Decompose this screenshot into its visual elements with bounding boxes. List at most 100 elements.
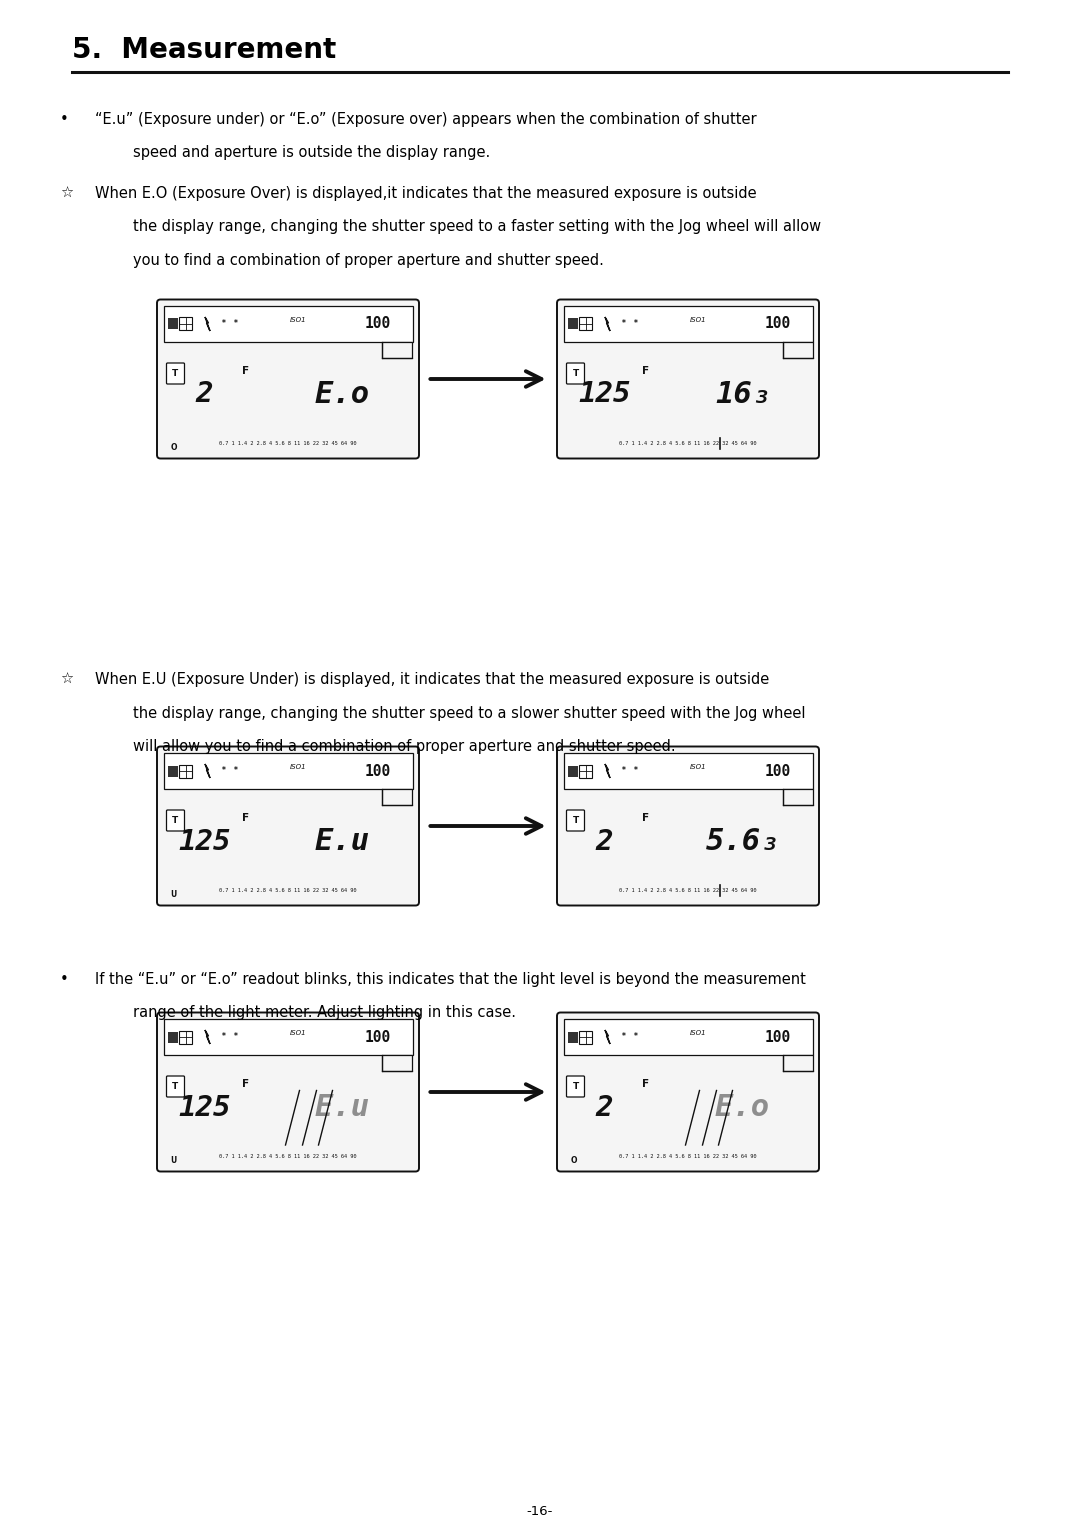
- Text: the display range, changing the shutter speed to a slower shutter speed with the: the display range, changing the shutter …: [133, 706, 806, 721]
- FancyBboxPatch shape: [567, 364, 584, 384]
- Bar: [382, 342, 413, 357]
- Text: ISO1: ISO1: [291, 318, 307, 324]
- Text: 2: 2: [596, 1094, 613, 1121]
- Text: When E.O (Exposure Over) is displayed,it indicates that the measured exposure is: When E.O (Exposure Over) is displayed,it…: [95, 186, 757, 201]
- Text: 100: 100: [765, 316, 791, 331]
- Text: ISO1: ISO1: [291, 1029, 307, 1035]
- FancyBboxPatch shape: [166, 1075, 185, 1097]
- Text: speed and aperture is outside the display range.: speed and aperture is outside the displa…: [133, 146, 490, 161]
- Bar: [382, 788, 413, 805]
- Text: F: F: [242, 813, 249, 824]
- Bar: [179, 764, 192, 778]
- Text: T: T: [572, 370, 579, 377]
- Text: 0.7 1 1.4 2 2.8 4 5.6 8 11 16 22 32 45 64 90: 0.7 1 1.4 2 2.8 4 5.6 8 11 16 22 32 45 6…: [619, 440, 757, 446]
- Bar: [167, 1031, 177, 1043]
- Text: 16₃: 16₃: [715, 380, 770, 410]
- Text: ISO1: ISO1: [291, 764, 307, 770]
- Text: F: F: [642, 367, 649, 376]
- Text: *: *: [221, 767, 226, 776]
- Text: *: *: [622, 319, 625, 328]
- Text: F: F: [242, 1078, 249, 1089]
- Bar: [564, 753, 812, 788]
- Text: 100: 100: [765, 764, 791, 778]
- Bar: [567, 1031, 578, 1043]
- Text: E.o: E.o: [715, 1094, 770, 1121]
- Bar: [179, 318, 192, 330]
- FancyBboxPatch shape: [166, 364, 185, 384]
- Bar: [783, 342, 812, 357]
- Text: ISO1: ISO1: [690, 318, 706, 324]
- Text: O: O: [570, 1157, 577, 1164]
- Bar: [579, 1031, 592, 1043]
- Text: *: *: [634, 767, 637, 776]
- Text: range of the light meter. Adjust lighting in this case.: range of the light meter. Adjust lightin…: [133, 1005, 516, 1020]
- Text: 5.  Measurement: 5. Measurement: [72, 35, 336, 64]
- Bar: [167, 765, 177, 776]
- Bar: [783, 1055, 812, 1071]
- Text: *: *: [221, 1032, 226, 1042]
- FancyBboxPatch shape: [557, 299, 819, 459]
- Text: U: U: [171, 1157, 177, 1164]
- Text: 0.7 1 1.4 2 2.8 4 5.6 8 11 16 22 32 45 64 90: 0.7 1 1.4 2 2.8 4 5.6 8 11 16 22 32 45 6…: [219, 440, 356, 446]
- Polygon shape: [205, 318, 210, 331]
- Text: If the “E.u” or “E.o” readout blinks, this indicates that the light level is bey: If the “E.u” or “E.o” readout blinks, th…: [95, 973, 806, 986]
- Text: “E.u” (Exposure under) or “E.o” (Exposure over) appears when the combination of : “E.u” (Exposure under) or “E.o” (Exposur…: [95, 112, 757, 127]
- FancyBboxPatch shape: [157, 299, 419, 459]
- Text: O: O: [171, 443, 177, 453]
- Text: you to find a combination of proper aperture and shutter speed.: you to find a combination of proper aper…: [133, 253, 604, 268]
- FancyBboxPatch shape: [157, 1012, 419, 1172]
- FancyBboxPatch shape: [567, 1075, 584, 1097]
- Bar: [163, 753, 413, 788]
- Text: ISO1: ISO1: [690, 764, 706, 770]
- Text: *: *: [221, 319, 226, 328]
- Text: 2: 2: [195, 380, 213, 408]
- Text: 100: 100: [364, 316, 391, 331]
- Text: *: *: [622, 1032, 625, 1042]
- Text: the display range, changing the shutter speed to a faster setting with the Jog w: the display range, changing the shutter …: [133, 219, 821, 235]
- Text: *: *: [634, 319, 637, 328]
- Polygon shape: [205, 764, 210, 778]
- Text: *: *: [233, 767, 238, 776]
- Text: *: *: [233, 1032, 238, 1042]
- FancyBboxPatch shape: [557, 1012, 819, 1172]
- Bar: [579, 318, 592, 330]
- Text: T: T: [572, 1081, 579, 1091]
- Text: ISO1: ISO1: [690, 1029, 706, 1035]
- Text: T: T: [572, 816, 579, 825]
- Bar: [564, 1019, 812, 1055]
- Text: 125: 125: [178, 1094, 231, 1121]
- FancyBboxPatch shape: [557, 747, 819, 905]
- Text: 0.7 1 1.4 2 2.8 4 5.6 8 11 16 22 32 45 64 90: 0.7 1 1.4 2 2.8 4 5.6 8 11 16 22 32 45 6…: [619, 888, 757, 893]
- Bar: [564, 305, 812, 342]
- Bar: [382, 1055, 413, 1071]
- Text: 100: 100: [765, 1029, 791, 1045]
- Text: will allow you to find a combination of proper aperture and shutter speed.: will allow you to find a combination of …: [133, 739, 676, 755]
- Text: •: •: [60, 112, 69, 127]
- Text: 125: 125: [578, 380, 631, 408]
- Text: 100: 100: [364, 1029, 391, 1045]
- Text: 0.7 1 1.4 2 2.8 4 5.6 8 11 16 22 32 45 64 90: 0.7 1 1.4 2 2.8 4 5.6 8 11 16 22 32 45 6…: [219, 1154, 356, 1160]
- Text: When E.U (Exposure Under) is displayed, it indicates that the measured exposure : When E.U (Exposure Under) is displayed, …: [95, 672, 769, 687]
- Text: T: T: [173, 1081, 178, 1091]
- Bar: [163, 305, 413, 342]
- Bar: [567, 765, 578, 776]
- Text: E.o: E.o: [315, 380, 370, 410]
- Text: 2: 2: [596, 827, 613, 856]
- Text: T: T: [173, 816, 178, 825]
- Text: F: F: [242, 367, 249, 376]
- Bar: [167, 319, 177, 330]
- Text: F: F: [642, 813, 649, 824]
- Bar: [163, 1019, 413, 1055]
- Bar: [567, 319, 578, 330]
- FancyBboxPatch shape: [567, 810, 584, 831]
- Polygon shape: [605, 318, 610, 331]
- Bar: [179, 1031, 192, 1043]
- Text: F: F: [642, 1078, 649, 1089]
- Polygon shape: [605, 764, 610, 778]
- Text: 0.7 1 1.4 2 2.8 4 5.6 8 11 16 22 32 45 64 90: 0.7 1 1.4 2 2.8 4 5.6 8 11 16 22 32 45 6…: [219, 888, 356, 893]
- Text: E.u: E.u: [315, 1094, 370, 1121]
- Polygon shape: [205, 1029, 210, 1045]
- Text: 5.6₃: 5.6₃: [705, 827, 780, 856]
- Text: T: T: [173, 370, 178, 377]
- Text: E.u: E.u: [315, 827, 370, 856]
